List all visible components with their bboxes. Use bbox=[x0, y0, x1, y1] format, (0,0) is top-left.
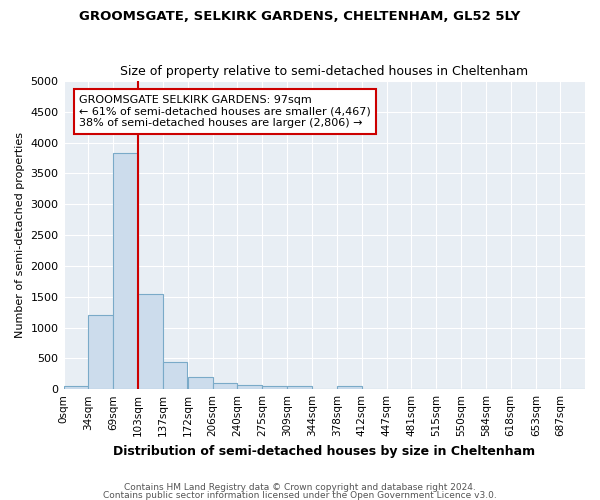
Y-axis label: Number of semi-detached properties: Number of semi-detached properties bbox=[15, 132, 25, 338]
Bar bbox=[64, 386, 88, 389]
X-axis label: Distribution of semi-detached houses by size in Cheltenham: Distribution of semi-detached houses by … bbox=[113, 444, 535, 458]
Title: Size of property relative to semi-detached houses in Cheltenham: Size of property relative to semi-detach… bbox=[120, 66, 529, 78]
Bar bbox=[212, 383, 237, 389]
Bar bbox=[88, 315, 113, 389]
Bar bbox=[188, 378, 212, 389]
Text: GROOMSGATE, SELKIRK GARDENS, CHELTENHAM, GL52 5LY: GROOMSGATE, SELKIRK GARDENS, CHELTENHAM,… bbox=[79, 10, 521, 23]
Bar bbox=[237, 386, 262, 389]
Text: GROOMSGATE SELKIRK GARDENS: 97sqm
← 61% of semi-detached houses are smaller (4,4: GROOMSGATE SELKIRK GARDENS: 97sqm ← 61% … bbox=[79, 95, 371, 128]
Text: Contains HM Land Registry data © Crown copyright and database right 2024.: Contains HM Land Registry data © Crown c… bbox=[124, 484, 476, 492]
Text: Contains public sector information licensed under the Open Government Licence v3: Contains public sector information licen… bbox=[103, 490, 497, 500]
Bar bbox=[287, 386, 311, 389]
Bar bbox=[337, 386, 362, 389]
Bar bbox=[262, 386, 287, 389]
Bar bbox=[113, 153, 138, 389]
Bar bbox=[138, 294, 163, 389]
Bar bbox=[163, 362, 187, 389]
